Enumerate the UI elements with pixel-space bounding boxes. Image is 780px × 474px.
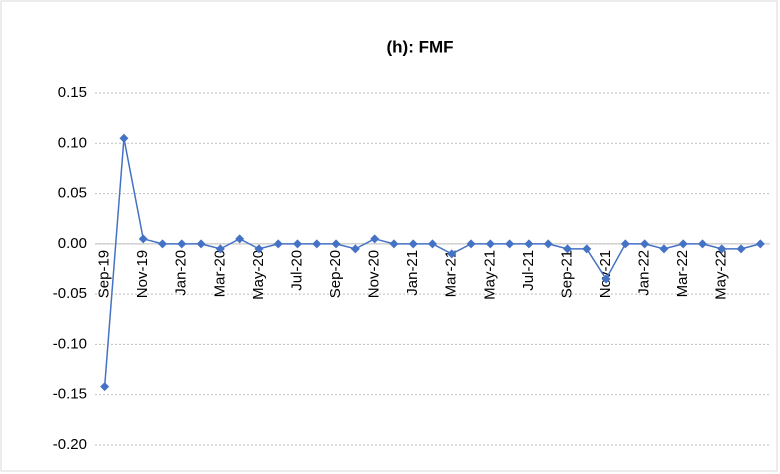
x-tick-label: Nov-19 [134,250,151,298]
data-point [119,133,129,143]
y-tick-label: 0.05 [58,185,87,202]
x-tick-label: Jan-22 [636,250,653,296]
x-tick-label: Sep-19 [96,250,113,298]
x-tick-label: May-21 [481,250,498,300]
chart-title: (h): FMF [386,37,453,56]
x-tick-label: Mar-21 [443,250,460,298]
data-point [408,239,418,249]
data-point [678,239,688,249]
x-tick-label: Jul-21 [520,250,537,291]
data-point [370,234,380,244]
y-tick-label: -0.05 [53,285,87,302]
x-tick-label: Jul-20 [288,250,305,291]
y-tick-label: 0.15 [58,84,87,101]
data-point [312,239,322,249]
data-point [563,244,572,254]
y-tick-label: 0.00 [58,235,87,252]
data-point [640,239,650,249]
y-tick-label: 0.10 [58,134,87,151]
data-point [428,239,437,249]
data-point [755,239,765,249]
data-point [350,244,360,254]
data-point [215,244,225,254]
data-point [601,274,611,284]
x-tick-label: May-20 [250,250,267,300]
data-point [293,239,302,249]
data-point [736,244,746,254]
data-point [524,239,534,249]
data-point [620,239,630,249]
data-point [235,234,245,244]
x-tick-label: May-22 [713,250,730,300]
data-point [177,239,187,249]
x-tick-label: Jan-20 [173,250,190,296]
data-point [100,382,110,392]
data-point [698,239,707,249]
x-tick-label: Jan-21 [404,250,421,296]
data-point [466,239,476,249]
x-tick-label: Mar-20 [211,250,228,298]
data-point [505,239,515,249]
data-point [273,239,283,249]
data-point [717,244,727,254]
x-tick-label: Sep-20 [327,250,344,298]
y-tick-label: -0.15 [53,386,87,403]
data-point [659,244,669,254]
data-point [254,244,264,254]
data-point [543,239,553,249]
x-tick-label: Mar-22 [674,250,691,298]
data-point [447,249,457,259]
y-tick-label: -0.20 [53,436,87,453]
x-tick-label: Nov-21 [597,250,614,298]
data-point [331,239,341,249]
data-point [582,244,592,254]
y-tick-label: -0.10 [53,335,87,352]
data-point [196,239,206,249]
data-point [138,234,148,244]
data-point [158,239,167,249]
x-tick-label: Sep-21 [558,250,575,298]
data-point [485,239,495,249]
x-tick-label: Nov-20 [366,250,383,298]
data-point [389,239,399,249]
